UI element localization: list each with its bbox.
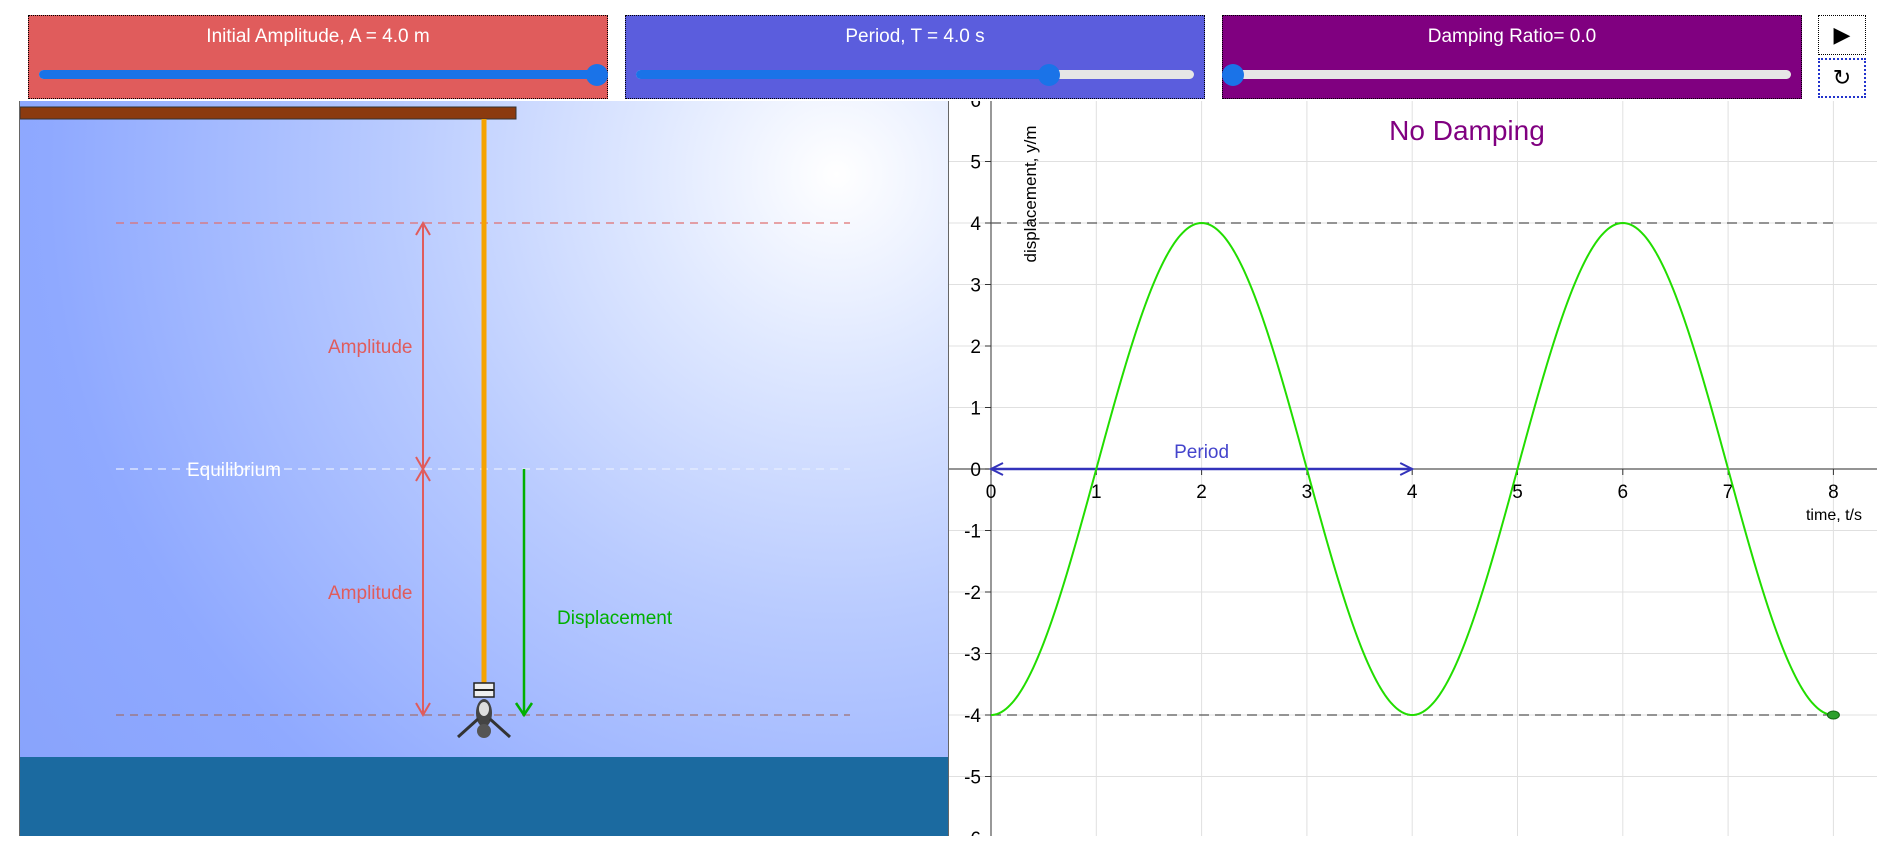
scene-drawing: Amplitude Amplitude Equilibrium Displace… xyxy=(20,106,850,739)
damping-slider[interactable] xyxy=(1222,64,1791,86)
amplitude-slider-thumb[interactable] xyxy=(586,64,608,86)
period-slider-thumb[interactable] xyxy=(1037,64,1060,86)
x-tick-label: 2 xyxy=(1196,482,1207,503)
reset-button[interactable]: ↻ xyxy=(1818,58,1866,98)
x-axis-label: time, t/s xyxy=(1806,507,1862,524)
period-arrow-right-head xyxy=(1399,462,1415,476)
y-tick-label: -1 xyxy=(964,522,981,543)
equilibrium-label: Equilibrium xyxy=(187,460,281,481)
y-tick-label: -5 xyxy=(964,768,981,789)
current-position-marker xyxy=(1826,710,1840,720)
x-tick-label: 7 xyxy=(1723,482,1734,503)
x-tick-label: 5 xyxy=(1512,482,1523,503)
period-slider[interactable] xyxy=(636,64,1194,86)
y-tick-label: 6 xyxy=(970,101,981,112)
bungee-scene: Amplitude Amplitude Equilibrium Displace… xyxy=(19,101,948,836)
x-tick-label: 1 xyxy=(1091,482,1102,503)
amplitude-slider-fill xyxy=(39,70,597,79)
period-slider-fill xyxy=(636,70,1049,79)
period-arrow-left-head xyxy=(988,462,1004,476)
period-control: Period, T = 4.0 s xyxy=(625,15,1205,99)
y-tick-label: 1 xyxy=(970,399,981,420)
period-label: Period xyxy=(1174,442,1229,463)
amplitude-label: Initial Amplitude, A = 4.0 m xyxy=(206,26,430,47)
x-tick-label: 4 xyxy=(1407,482,1418,503)
damping-control: Damping Ratio= 0.0 xyxy=(1222,15,1802,99)
platform xyxy=(20,106,517,120)
amplitude-top-label: Amplitude xyxy=(328,337,413,358)
y-tick-label: -6 xyxy=(964,829,981,836)
displacement-label: Displacement xyxy=(557,608,673,629)
series-line xyxy=(990,221,1834,717)
period-annotation: Period xyxy=(988,442,1415,476)
y-tick-label: -3 xyxy=(964,645,981,666)
amplitude-bottom-label: Amplitude xyxy=(328,583,413,604)
play-button[interactable]: ▶ xyxy=(1818,15,1866,55)
x-tick-label: 3 xyxy=(1302,482,1313,503)
y-tick-label: 0 xyxy=(970,460,981,481)
period-label: Period, T = 4.0 s xyxy=(845,26,985,47)
y-tick-label: -2 xyxy=(964,583,981,604)
y-tick-label: -4 xyxy=(964,706,981,727)
series xyxy=(990,221,1840,720)
x-tick-label: 6 xyxy=(1618,482,1629,503)
y-tick-label: 3 xyxy=(970,276,981,297)
y-tick-label: 5 xyxy=(970,153,981,174)
y-tick-label: 2 xyxy=(970,337,981,358)
damping-label: Damping Ratio= 0.0 xyxy=(1427,26,1597,47)
chart-title: No Damping xyxy=(1389,115,1545,146)
y-axis-label: displacement, y/m xyxy=(1021,126,1040,263)
amplitude-slider[interactable] xyxy=(39,64,608,86)
x-tick-label: 0 xyxy=(986,482,997,503)
bungee-jumper-icon xyxy=(456,682,512,739)
x-tick-label: 8 xyxy=(1828,482,1839,503)
amplitude-arrows xyxy=(415,221,431,717)
water xyxy=(20,757,948,836)
displacement-arrow xyxy=(514,469,534,718)
y-tick-label: 4 xyxy=(970,214,981,235)
reset-icon: ↻ xyxy=(1832,65,1852,90)
play-icon: ▶ xyxy=(1833,22,1851,47)
damping-slider-thumb[interactable] xyxy=(1222,64,1244,86)
amplitude-control: Initial Amplitude, A = 4.0 m xyxy=(28,15,608,99)
